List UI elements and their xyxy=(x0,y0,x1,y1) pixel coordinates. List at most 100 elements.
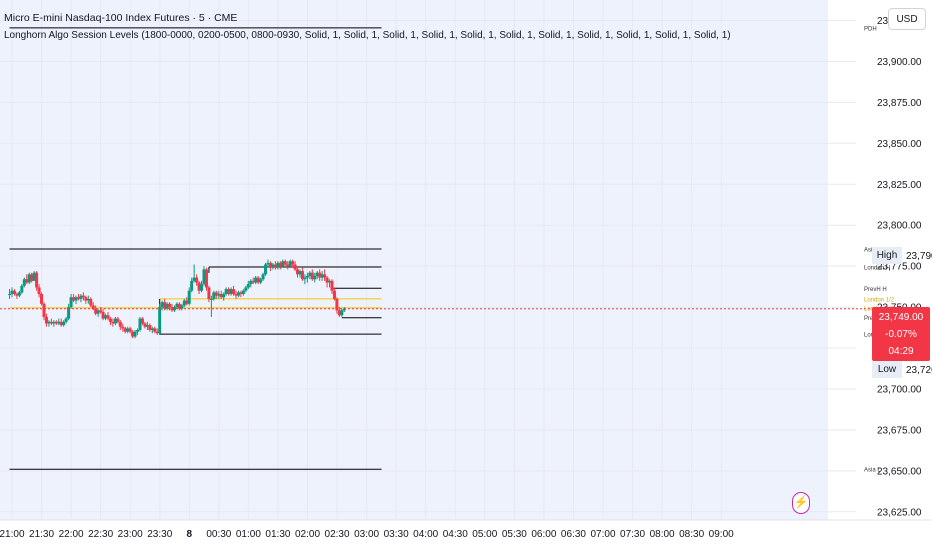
candle-body xyxy=(278,262,282,267)
x-tick-label: 03:00 xyxy=(354,529,379,540)
candle-body xyxy=(286,264,290,267)
candle-body xyxy=(108,318,112,322)
candle-body xyxy=(44,316,48,324)
x-tick-label: 03:30 xyxy=(384,529,409,540)
candle-body xyxy=(190,280,194,291)
candle-body xyxy=(8,293,12,295)
last-price-badge: 23,749.00 -0.07% 04:29 xyxy=(872,307,930,361)
candle-body xyxy=(305,275,309,278)
candle-body xyxy=(180,305,184,309)
price-change-percent: -0.07% xyxy=(885,329,917,340)
candle-body xyxy=(325,277,329,283)
candle-body xyxy=(138,318,142,331)
candle-body xyxy=(300,271,304,280)
candle-body xyxy=(264,264,268,275)
candle-body xyxy=(214,292,218,296)
candle-body xyxy=(232,289,236,294)
candle-body xyxy=(37,287,41,294)
candle-body xyxy=(81,295,85,298)
y-tick-label: 23,825.00 xyxy=(877,180,922,191)
x-tick-label: 07:00 xyxy=(590,529,615,540)
candle-body xyxy=(229,289,233,294)
symbol-title[interactable]: Micro E-mini Nasdaq-100 Index Futures · … xyxy=(4,12,238,24)
candle-body xyxy=(158,307,162,334)
candle-body xyxy=(323,274,327,278)
candle-body xyxy=(204,269,208,288)
candle-body xyxy=(197,282,201,291)
x-tick-label: 02:00 xyxy=(295,529,320,540)
candle-body xyxy=(281,261,285,267)
x-tick-label: 08:30 xyxy=(679,529,704,540)
candle-body xyxy=(140,318,144,324)
candle-body xyxy=(145,325,149,327)
candle-body xyxy=(113,318,117,324)
candle-body xyxy=(219,293,223,298)
candle-body xyxy=(165,303,169,309)
candle-body xyxy=(332,290,336,299)
candle-body xyxy=(99,310,103,312)
indicator-legend[interactable]: Longhorn Algo Session Levels (1800-0000,… xyxy=(4,30,731,41)
candle-body xyxy=(246,284,250,288)
candle-body xyxy=(172,307,176,311)
candle-body xyxy=(227,289,231,294)
x-tick-label: 06:30 xyxy=(561,529,586,540)
candle-body xyxy=(254,277,258,283)
session-background xyxy=(0,0,828,520)
candle-body xyxy=(256,277,260,283)
candle-body xyxy=(185,300,189,304)
candle-body xyxy=(234,293,238,296)
candle-body xyxy=(133,331,137,337)
candle-body xyxy=(330,280,334,291)
candle-body xyxy=(69,297,73,308)
x-tick-label: 22:30 xyxy=(88,529,113,540)
candle-body xyxy=(86,298,90,301)
x-tick-label: 21:00 xyxy=(0,529,25,540)
x-tick-label: 05:30 xyxy=(502,529,527,540)
candle-body xyxy=(273,264,277,268)
candle-body xyxy=(84,297,88,301)
candle-body xyxy=(337,310,341,316)
y-tick-label: 23,850.00 xyxy=(877,139,922,150)
lightning-bolt-icon[interactable]: ⚡ xyxy=(792,492,810,514)
candle-body xyxy=(30,274,34,281)
x-tick-label: 04:00 xyxy=(413,529,438,540)
x-tick-label: 22:00 xyxy=(59,529,84,540)
level-label: London 1/2 xyxy=(864,297,895,303)
candle-body xyxy=(241,290,245,294)
level-label: Asia L xyxy=(864,468,881,474)
candle-body xyxy=(298,271,302,275)
candle-body xyxy=(268,262,272,268)
candle-body xyxy=(340,310,344,316)
x-tick-label: 01:00 xyxy=(236,529,261,540)
candle-body xyxy=(67,307,71,319)
candle-body xyxy=(49,321,53,324)
candle-body xyxy=(153,328,157,332)
candle-body xyxy=(123,328,127,332)
candle-body xyxy=(62,321,66,326)
currency-button[interactable]: USD xyxy=(888,8,926,30)
candle-body xyxy=(296,269,300,275)
candle-body xyxy=(160,302,164,308)
candle-body xyxy=(163,302,167,309)
candle-body xyxy=(187,290,191,304)
candle-body xyxy=(128,328,132,332)
x-tick-label: 23:30 xyxy=(147,529,172,540)
x-tick-label: 01:30 xyxy=(265,529,290,540)
candle-body xyxy=(239,292,243,294)
time-axis[interactable]: 21:00 21:30 22:00 22:30 23:00 23:30 8 00:30 01:0… xyxy=(0,529,734,540)
candle-body xyxy=(15,293,19,296)
candle-body xyxy=(74,297,78,301)
time-axis-background xyxy=(0,520,932,550)
candle-body xyxy=(212,292,216,299)
candle-body xyxy=(57,321,61,324)
low-value: 23,726.25 xyxy=(906,365,932,376)
x-tick-label: 09:00 xyxy=(709,529,734,540)
candle-body xyxy=(89,298,93,306)
candle-body xyxy=(318,272,322,278)
candle-body xyxy=(182,300,186,306)
y-tick-label: 23,675.00 xyxy=(877,425,922,436)
x-tick-label: 06:00 xyxy=(531,529,556,540)
candle-body xyxy=(32,272,36,281)
candle-body xyxy=(131,331,135,337)
